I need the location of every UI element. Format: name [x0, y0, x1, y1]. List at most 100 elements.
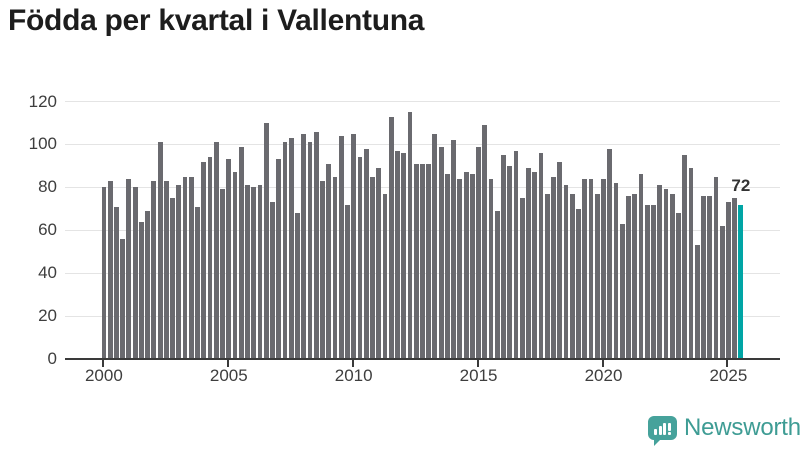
bar	[607, 148, 613, 359]
bar	[407, 112, 413, 359]
y-tick-label: 80	[38, 177, 57, 197]
bar	[457, 178, 463, 359]
bar	[220, 189, 225, 359]
newsworthy-logo: Newsworthy	[648, 413, 800, 446]
bar	[713, 176, 719, 359]
bar	[557, 161, 563, 359]
bar	[651, 204, 656, 359]
bar	[444, 174, 450, 359]
bar	[107, 180, 113, 359]
bar	[563, 185, 569, 359]
bar	[232, 172, 238, 359]
x-tick-label: 2015	[459, 366, 498, 385]
bar	[688, 168, 694, 359]
bar	[576, 208, 581, 359]
bar	[138, 221, 144, 359]
bar	[207, 157, 213, 359]
bar	[182, 176, 188, 359]
bar	[238, 146, 244, 359]
newsworthy-logo-icon	[648, 416, 677, 446]
y-tick-label: 0	[47, 349, 57, 368]
x-axis-tick	[726, 360, 729, 367]
bar	[370, 176, 375, 359]
bar	[313, 131, 319, 359]
y-tick-label: 20	[38, 306, 57, 326]
bar	[626, 195, 631, 359]
bar	[101, 187, 107, 359]
bar	[582, 178, 588, 359]
bar	[195, 206, 200, 359]
logo-bar-icon	[654, 429, 658, 435]
bar	[669, 193, 675, 359]
bar	[519, 198, 525, 359]
bar	[213, 142, 219, 359]
bar	[707, 195, 713, 359]
bar	[382, 193, 388, 359]
x-tick-label: 2010	[334, 366, 373, 385]
bar	[619, 223, 625, 359]
bar	[494, 210, 500, 359]
bar	[588, 178, 594, 359]
x-tick-label: 2020	[584, 366, 623, 385]
bar	[395, 150, 400, 359]
bar	[463, 172, 469, 359]
logo-bar-icon	[658, 426, 662, 435]
bar	[657, 185, 663, 359]
bar	[388, 116, 394, 359]
bar	[245, 185, 250, 359]
bar	[113, 206, 119, 359]
bar	[263, 122, 269, 359]
gridline	[65, 143, 780, 145]
bar	[682, 155, 688, 359]
bar	[326, 163, 332, 359]
highlight-bar	[738, 204, 744, 359]
bar	[332, 176, 338, 359]
bar	[226, 159, 232, 359]
bar	[538, 153, 544, 359]
y-tick-label: 120	[28, 91, 57, 111]
bar	[120, 238, 126, 359]
newsworthy-logo-text: Newsworthy	[684, 414, 800, 441]
bar	[601, 178, 606, 359]
bar	[676, 213, 681, 359]
bar	[351, 133, 357, 359]
x-tick-label: 2000	[84, 366, 123, 385]
bar	[694, 245, 700, 359]
bar	[170, 198, 175, 359]
bar	[551, 176, 556, 359]
y-tick-label: 100	[28, 134, 57, 154]
bar	[270, 202, 275, 359]
bar	[632, 193, 638, 359]
bar	[719, 225, 725, 359]
bar	[638, 174, 644, 359]
bar	[451, 140, 457, 359]
bar	[501, 155, 506, 359]
bar	[488, 178, 494, 359]
bar	[251, 187, 257, 359]
bar	[438, 146, 444, 359]
bar	[469, 174, 475, 359]
bar	[288, 137, 294, 359]
chart-title: Födda per kvartal i Vallentuna	[8, 4, 425, 37]
bar	[732, 198, 738, 359]
bar	[176, 185, 182, 359]
x-tick-label: 2025	[709, 366, 748, 385]
y-tick-label: 40	[38, 263, 57, 283]
x-axis-tick	[601, 360, 604, 367]
x-axis-tick	[226, 360, 229, 367]
gridline	[65, 101, 780, 102]
bar	[482, 125, 488, 359]
bar	[345, 204, 350, 359]
bar	[282, 142, 288, 359]
bar	[301, 133, 307, 359]
bar	[295, 213, 300, 359]
bar	[663, 189, 669, 359]
bar	[357, 157, 363, 359]
bar	[201, 161, 207, 359]
bar	[432, 133, 438, 359]
bar	[726, 202, 731, 359]
bar	[544, 193, 550, 359]
x-axis-line	[65, 357, 780, 360]
bar	[363, 148, 369, 359]
bar-chart-plot: 0 20 40 60 80 100 120 2000 2005 2010 2015 2020 2025 7…	[29, 92, 780, 384]
